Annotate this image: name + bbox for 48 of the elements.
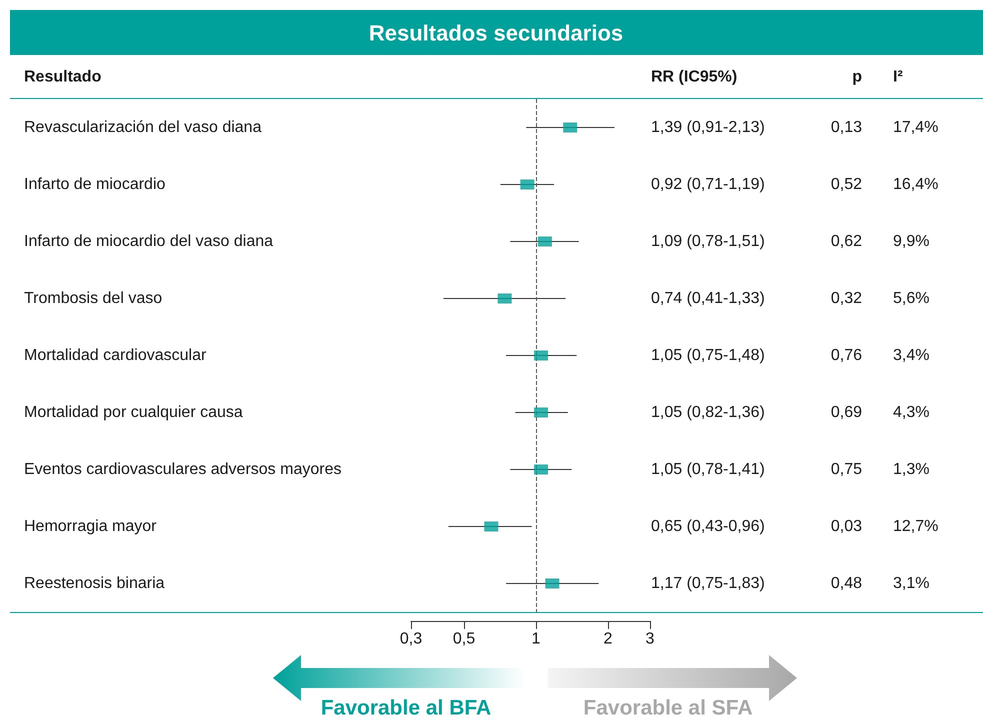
text: 16,4% <box>893 176 938 193</box>
y-tick-label: Revascularización del vaso diana <box>24 119 262 136</box>
text: 0,03 <box>830 518 862 535</box>
text: 0,62 <box>830 233 862 250</box>
text: 3,4% <box>893 347 930 364</box>
text: 17,4% <box>893 119 938 136</box>
chart-title: Resultados secundarios <box>368 20 624 46</box>
y-tick-label: Reestenosis binaria <box>24 575 165 592</box>
text: p <box>852 68 862 86</box>
x-tick-label: 0,3 <box>400 630 422 648</box>
text: 0,52 <box>830 176 862 193</box>
x-tick-label: 0,5 <box>452 630 476 648</box>
y-tick-label: Mortalidad por cualquier causa <box>24 404 243 421</box>
y-tick-label: Eventos cardiovasculares adversos mayores <box>24 461 342 478</box>
x-tick-label: 2 <box>603 630 612 648</box>
data-label: 1,05 (0,82-1,36) <box>651 404 765 421</box>
text: 0,75 <box>830 461 862 478</box>
text: Favorable al BFA <box>320 696 492 719</box>
text: 12,7% <box>893 518 938 535</box>
y-tick-label: Hemorragia mayor <box>24 518 158 535</box>
text: 0,48 <box>830 575 862 592</box>
x-tick-label: 1 <box>532 630 541 648</box>
data-label: 1,17 (0,75-1,83) <box>651 575 765 592</box>
text: 5,6% <box>893 290 930 307</box>
data-label: 1,05 (0,78-1,41) <box>651 461 765 478</box>
text: 0,76 <box>830 347 862 364</box>
text: RR (IC95%) <box>651 68 738 86</box>
data-label: 1,39 (0,91-2,13) <box>651 119 765 136</box>
data-label: 0,65 (0,43-0,96) <box>651 518 765 535</box>
y-tick-label: Infarto de miocardio del vaso diana <box>24 233 274 250</box>
text: I² <box>893 68 903 86</box>
y-tick-label: Trombosis del vaso <box>24 290 162 307</box>
text: 4,3% <box>893 404 930 421</box>
data-label: 0,74 (0,41-1,33) <box>651 290 765 307</box>
text: Resultado <box>24 68 102 86</box>
text: 3,1% <box>893 575 930 592</box>
text: 0,69 <box>830 404 862 421</box>
x-tick-label: 3 <box>646 630 655 648</box>
text: 9,9% <box>893 233 930 250</box>
text: 0,32 <box>830 290 862 307</box>
data-label: 1,09 (0,78-1,51) <box>651 233 765 250</box>
text: 1,3% <box>893 461 930 478</box>
data-label: 1,05 (0,75-1,48) <box>651 347 765 364</box>
y-tick-label: Mortalidad cardiovascular <box>24 347 207 364</box>
data-label: 0,92 (0,71-1,19) <box>651 176 765 193</box>
text: Favorable al SFA <box>583 696 753 719</box>
y-tick-label: Infarto de miocardio <box>24 176 166 193</box>
text: 0,13 <box>830 119 862 136</box>
